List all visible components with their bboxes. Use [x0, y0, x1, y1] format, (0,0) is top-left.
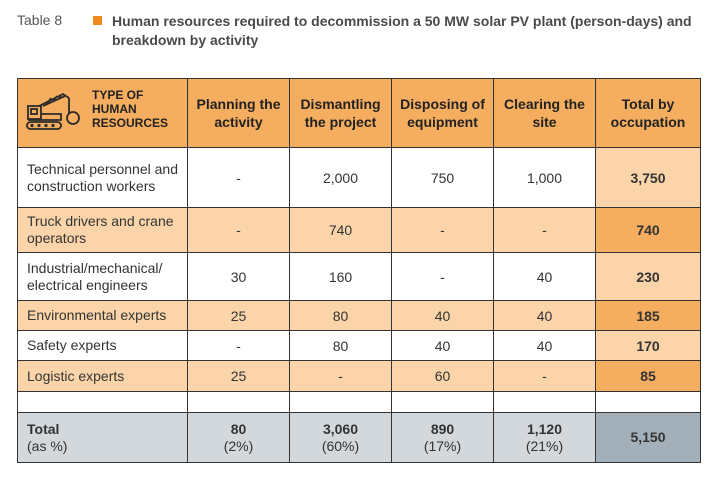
- total-cell: 3,060 (60%): [289, 412, 392, 463]
- total-row: Total (as %) 80 (2%) 3,060 (60%) 890 (17…: [17, 412, 701, 463]
- row-label: Technical personnel and construction wor…: [17, 147, 188, 208]
- grand-total: 5,150: [595, 412, 701, 463]
- table-cell: 80: [289, 300, 392, 331]
- row-total: 3,750: [595, 147, 701, 208]
- table-cell: -: [289, 360, 392, 392]
- table-cell: 40: [493, 252, 596, 301]
- table-cell: -: [493, 207, 596, 253]
- column-header: Dismantling the project: [289, 78, 392, 148]
- type-header: TYPE OF HUMAN RESOURCES: [17, 78, 188, 148]
- column-header: Planning the activity: [187, 78, 290, 148]
- table-cell: 740: [289, 207, 392, 253]
- row-total: 230: [595, 252, 701, 301]
- table-row: Logistic experts 25 - 60 - 85: [17, 360, 701, 392]
- orange-square-icon: [93, 16, 102, 25]
- table-cell: 40: [493, 300, 596, 331]
- crane-truck-icon: [26, 92, 80, 130]
- row-label: Safety experts: [17, 330, 188, 361]
- table-row: Environmental experts 25 80 40 40 185: [17, 300, 701, 331]
- row-total: 170: [595, 330, 701, 361]
- table-row: Technical personnel and construction wor…: [17, 147, 701, 208]
- total-label: Total (as %): [17, 412, 188, 463]
- table-title: Human resources required to decommission…: [112, 13, 692, 48]
- spacer-row: [17, 391, 701, 413]
- table-cell: 750: [391, 147, 494, 208]
- table-cell: -: [187, 207, 290, 253]
- total-cell: 1,120 (21%): [493, 412, 596, 463]
- table-cell: 160: [289, 252, 392, 301]
- row-label: Industrial/mechanical/ electrical engine…: [17, 252, 188, 301]
- total-cell: 890 (17%): [391, 412, 494, 463]
- column-header: Clearing the site: [493, 78, 596, 148]
- table-cell: -: [187, 147, 290, 208]
- row-total: 740: [595, 207, 701, 253]
- row-label: Logistic experts: [17, 360, 188, 392]
- row-total: 85: [595, 360, 701, 392]
- column-header: Disposing of equipment: [391, 78, 494, 148]
- table-cell: 40: [391, 330, 494, 361]
- table-cell: 40: [391, 300, 494, 331]
- table-cell: 40: [493, 330, 596, 361]
- row-label: Truck drivers and crane operators: [17, 207, 188, 253]
- table-cell: -: [493, 360, 596, 392]
- table-cell: 60: [391, 360, 494, 392]
- type-of-human-resources-label: TYPE OF HUMAN RESOURCES: [92, 88, 169, 130]
- human-resources-table: TYPE OF HUMAN RESOURCES Planning the act…: [17, 78, 701, 463]
- table-cell: -: [391, 207, 494, 253]
- header-row: TYPE OF HUMAN RESOURCES Planning the act…: [17, 78, 701, 148]
- table-row: Truck drivers and crane operators - 740 …: [17, 207, 701, 253]
- table-cell: 2,000: [289, 147, 392, 208]
- table-number: Table 8: [17, 12, 63, 28]
- table-cell: 25: [187, 360, 290, 392]
- table-cell: -: [187, 330, 290, 361]
- table-row: Industrial/mechanical/ electrical engine…: [17, 252, 701, 301]
- row-label: Environmental experts: [17, 300, 188, 331]
- table-row: Safety experts - 80 40 40 170: [17, 330, 701, 361]
- table-cell: 80: [289, 330, 392, 361]
- table-cell: 30: [187, 252, 290, 301]
- row-total: 185: [595, 300, 701, 331]
- total-cell: 80 (2%): [187, 412, 290, 463]
- table-cell: -: [391, 252, 494, 301]
- column-header: Total by occupation: [595, 78, 701, 148]
- table-cell: 25: [187, 300, 290, 331]
- table-cell: 1,000: [493, 147, 596, 208]
